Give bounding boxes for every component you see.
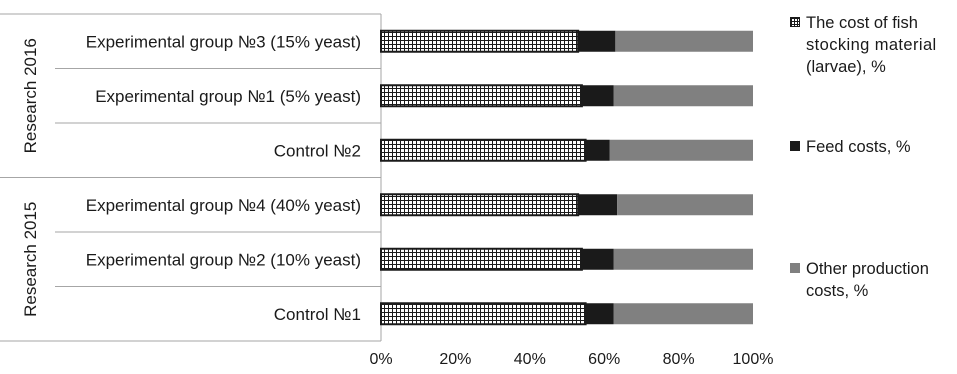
group-labels: Research 2016 Research 2015 [21,38,40,317]
legend-label-feed: Feed costs, % [806,138,911,156]
legend-label-other-2: costs, % [806,282,869,300]
bar-segment [578,194,618,216]
legend-label-stocking-1: The cost of fish [806,14,918,32]
bar-segment [613,85,753,107]
bar-segment [617,194,753,216]
chart-frame [0,13,382,342]
category-label: Control №2 [274,141,361,160]
bar-segment [609,139,753,161]
category-label: Control №1 [274,305,361,324]
group-label: Research 2015 [21,202,40,317]
legend-swatch-stocking [790,17,800,27]
x-tick-label: 20% [439,351,471,368]
x-tick-label: 100% [733,351,774,368]
legend-swatch-other [790,263,800,273]
x-tick-label: 0% [369,351,392,368]
bar-segment [581,248,614,270]
legend-swatch-feed [790,141,800,151]
x-tick-label: 40% [514,351,546,368]
category-label: Experimental group №1 (5% yeast) [95,87,361,106]
bar-segment [578,30,616,52]
bar-segment [615,30,753,52]
x-tick-label: 80% [663,351,695,368]
legend-item-other: Other production costs, % [790,258,957,302]
bar-segment [380,84,583,108]
bar-segment [380,138,587,162]
category-labels: Experimental group №3 (15% yeast) Experim… [86,32,361,324]
chart: Experimental group №3 (15% yeast) Experim… [0,13,773,368]
category-label: Experimental group №3 (15% yeast) [86,32,361,51]
bar-segment [613,248,753,270]
legend-label-stocking-2: stocking material [806,36,937,54]
legend: The cost of fish stocking material (larv… [790,12,957,312]
bar-segment [380,247,583,271]
x-axis-ticks: 0% 20% 40% 60% 80% 100% [369,351,773,368]
legend-label-other-1: Other production [806,260,929,278]
bar-segment [585,139,610,161]
bar-segment [613,303,753,325]
bar-segment [380,302,587,326]
legend-item-feed: Feed costs, % [790,136,957,158]
legend-item-stocking: The cost of fish stocking material (larv… [790,12,957,78]
x-tick-label: 60% [588,351,620,368]
legend-label-stocking-3: (larvae), % [806,58,886,76]
bars [380,29,753,326]
bar-segment [581,85,614,107]
category-label: Experimental group №2 (10% yeast) [86,250,361,269]
bar-segment [585,303,614,325]
category-label: Experimental group №4 (40% yeast) [86,196,361,215]
bar-segment [380,29,580,53]
bar-segment [380,193,580,217]
group-label: Research 2016 [21,38,40,153]
